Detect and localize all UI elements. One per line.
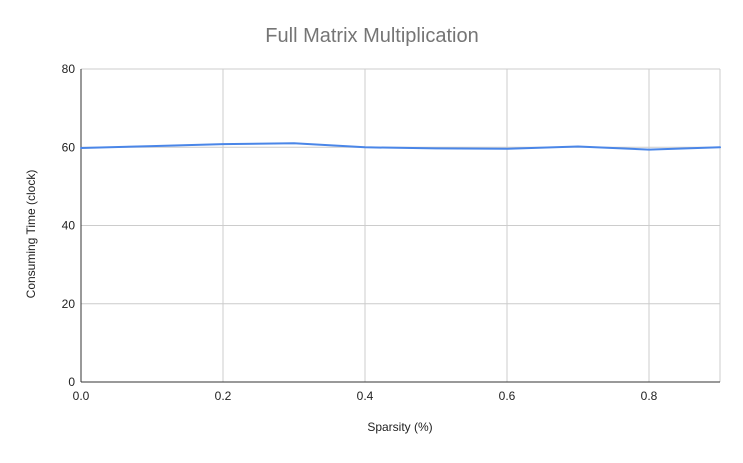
chart-title: Full Matrix Multiplication <box>265 25 478 47</box>
y-tick-label: 20 <box>62 297 76 311</box>
x-axis-label: Sparsity (%) <box>367 420 432 434</box>
y-tick-label: 80 <box>62 62 76 76</box>
x-tick-label: 0.0 <box>73 389 90 403</box>
y-axis-label: Consuming Time (clock) <box>24 170 38 299</box>
y-tick-label: 0 <box>68 375 75 389</box>
tick-label-layer: 0 20 40 60 80 0.0 0.2 0.4 0.6 0.8 <box>62 62 658 403</box>
x-tick-label: 0.4 <box>357 389 374 403</box>
x-tick-label: 0.2 <box>215 389 232 403</box>
x-tick-label: 0.6 <box>499 389 516 403</box>
series-layer <box>81 143 720 149</box>
y-tick-label: 60 <box>62 140 76 154</box>
x-tick-label: 0.8 <box>641 389 658 403</box>
y-tick-label: 40 <box>62 219 76 233</box>
series-line <box>81 143 720 149</box>
grid-layer <box>81 69 720 382</box>
